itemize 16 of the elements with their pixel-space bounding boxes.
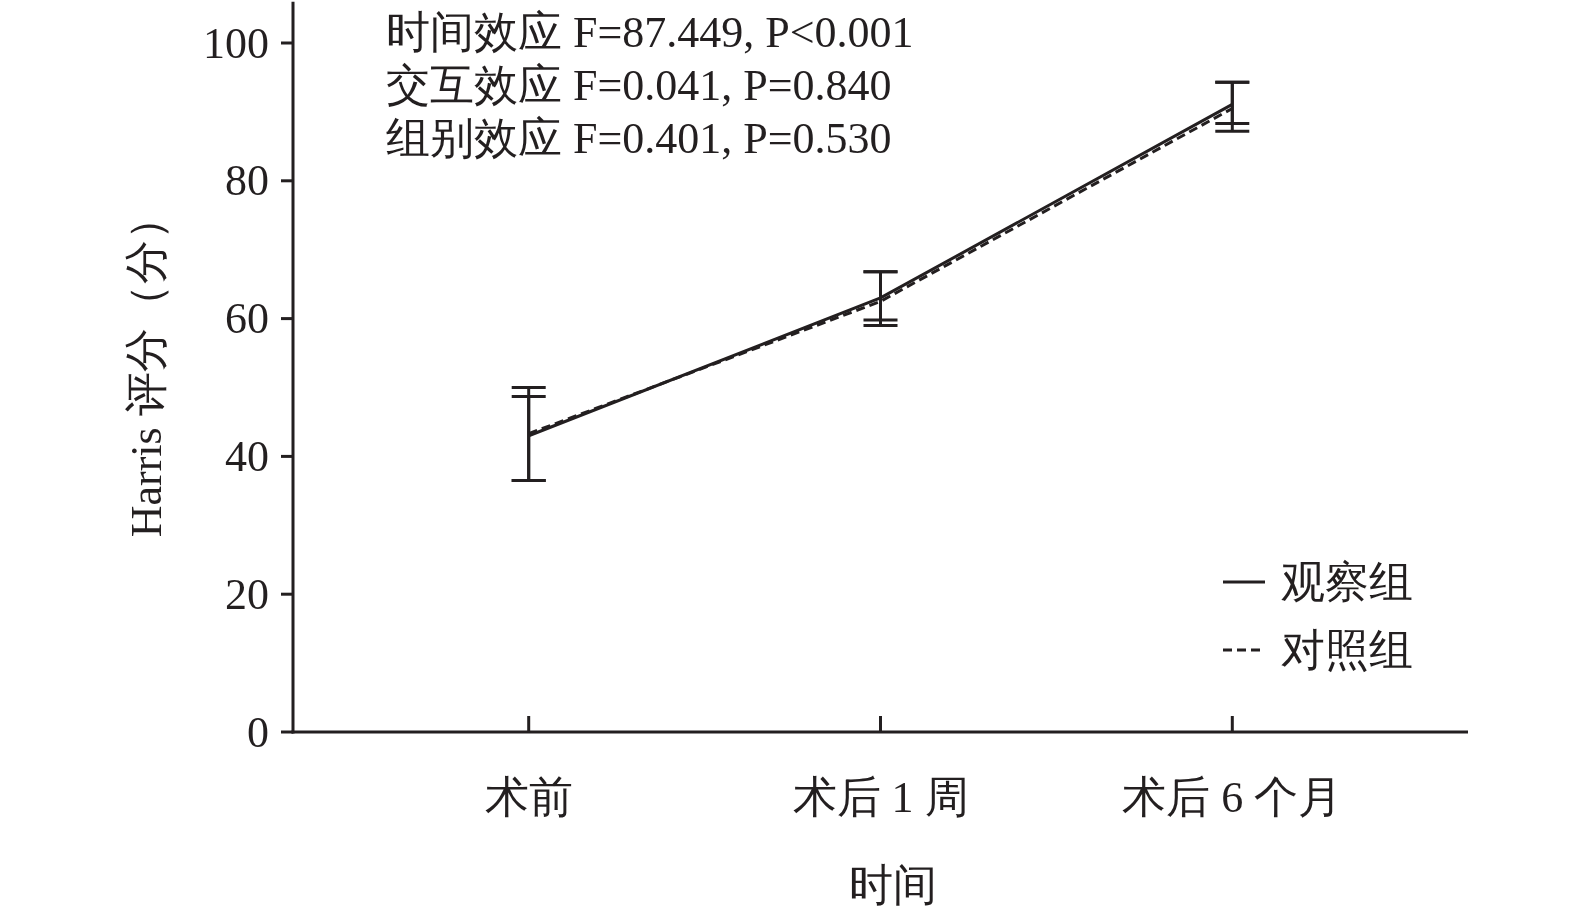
y-tick-label: 60 — [225, 294, 269, 344]
legend-label: 观察组 — [1281, 557, 1413, 607]
annotation: 组别效应 F=0.401, P=0.530 — [386, 113, 892, 163]
y-tick-label: 80 — [225, 156, 269, 206]
annotation: 交互效应 F=0.041, P=0.840 — [386, 60, 892, 110]
legend-label: 对照组 — [1281, 625, 1413, 675]
x-tick-label: 术后 1 周 — [792, 773, 969, 822]
x-tick-label: 术后 6 个月 — [1122, 773, 1343, 822]
x-axis-title: 时间 — [848, 861, 937, 910]
y-tick-label: 40 — [225, 431, 269, 481]
annotation: 时间效应 F=87.449, P<0.001 — [386, 7, 914, 57]
y-tick-label: 100 — [203, 18, 269, 68]
y-axis-title: Harris 评分（分） — [121, 196, 171, 538]
x-tick-label: 术前 — [484, 773, 573, 822]
y-tick-label: 0 — [247, 707, 269, 757]
y-tick-label: 20 — [225, 569, 269, 619]
